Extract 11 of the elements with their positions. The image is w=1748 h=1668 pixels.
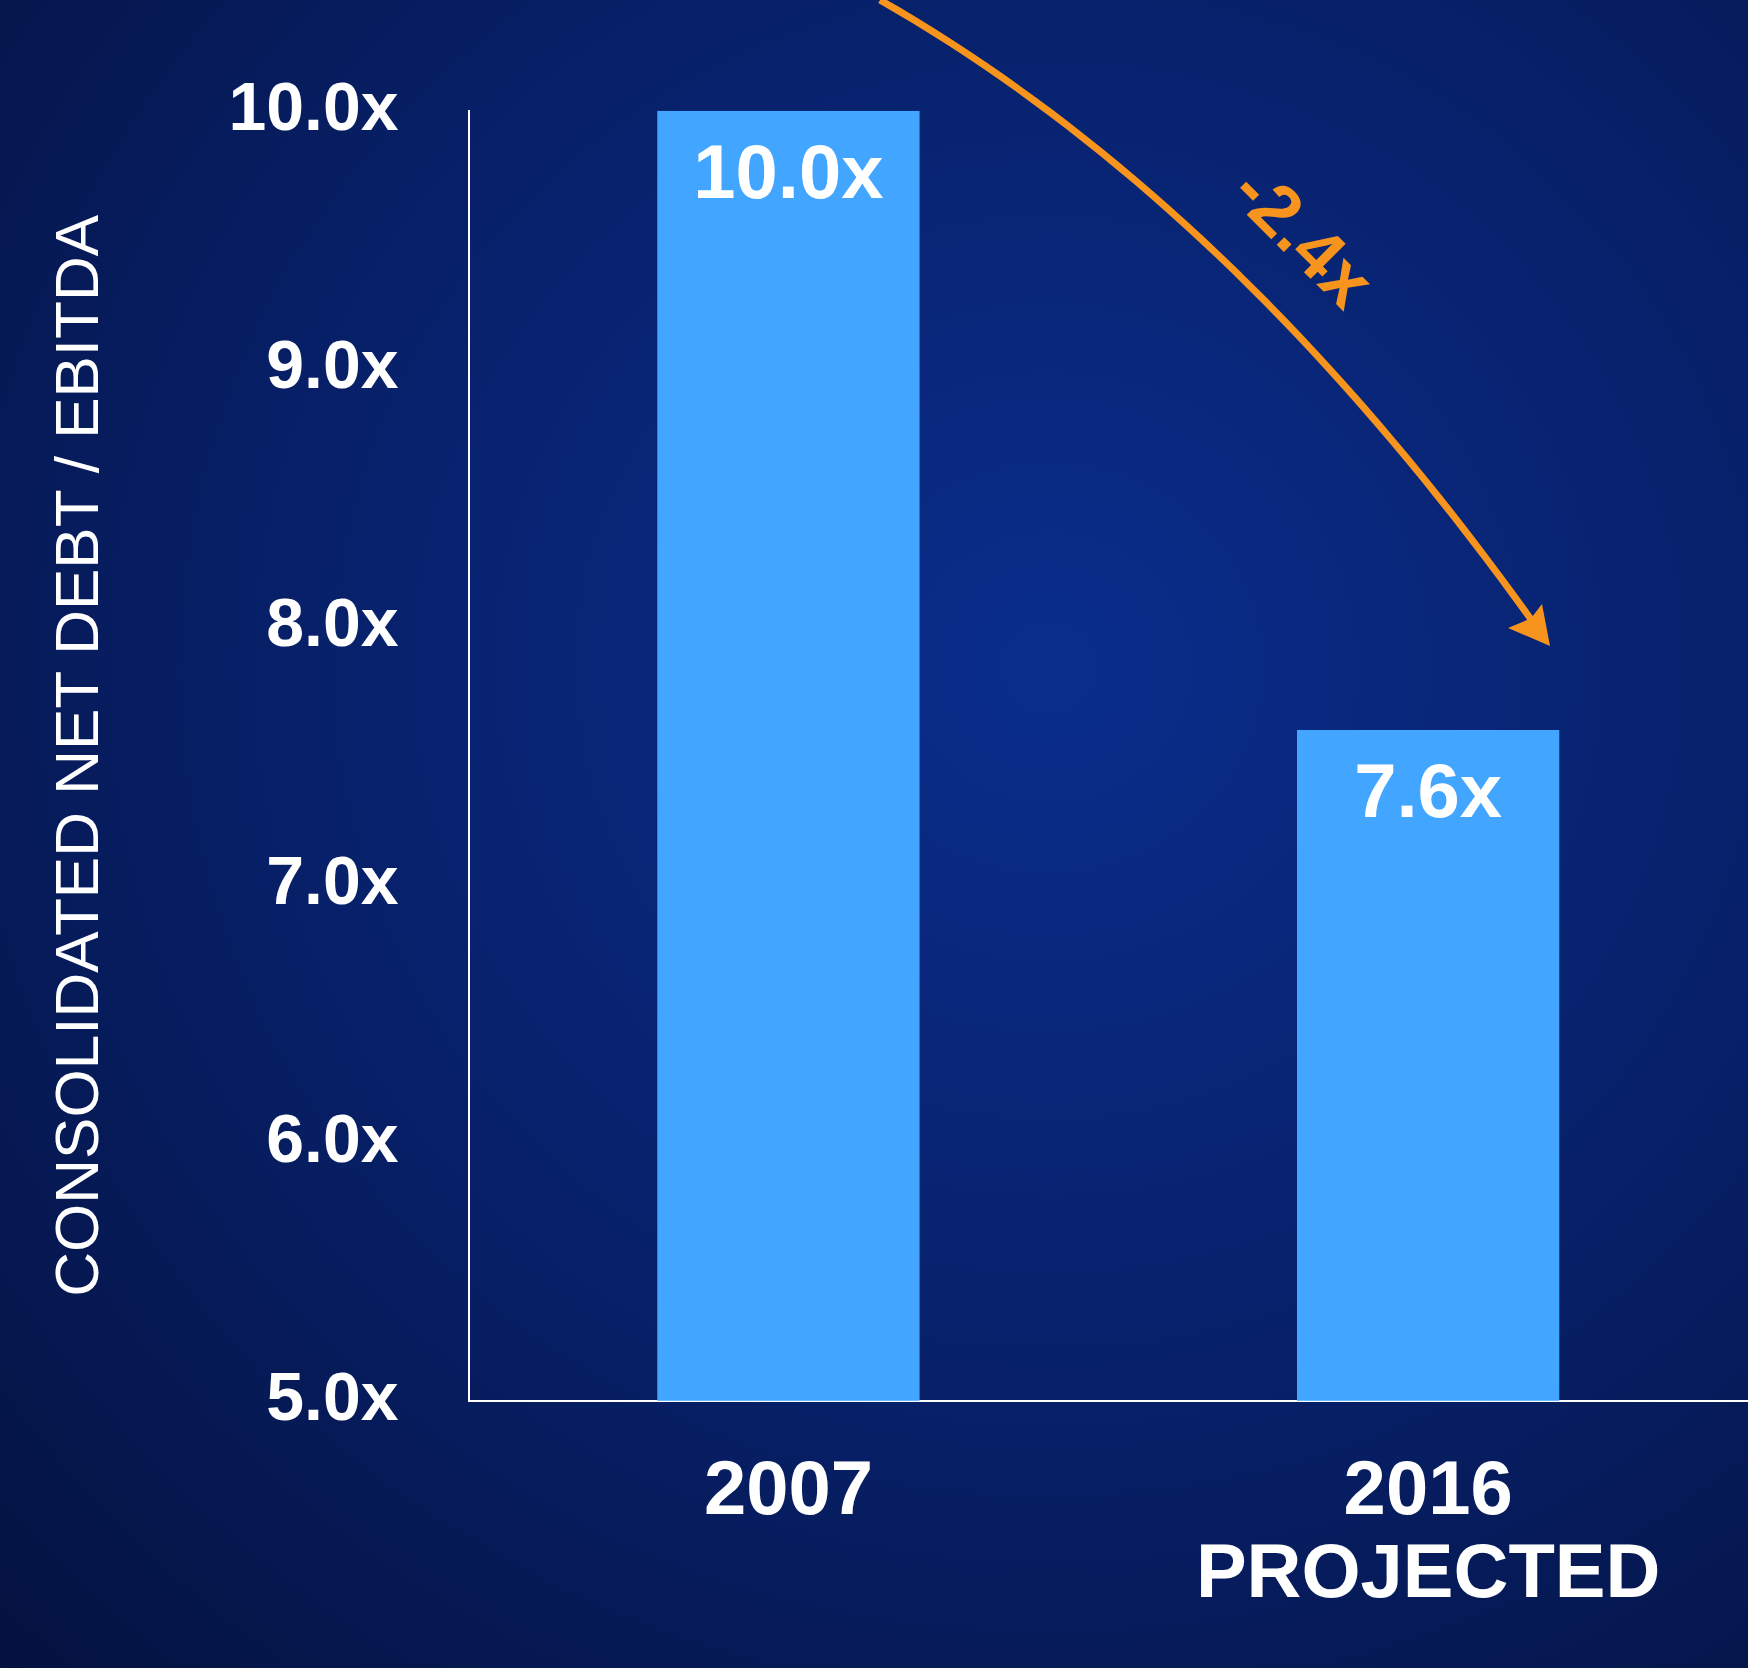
y-tick-label: 10.0x: [228, 67, 399, 144]
y-axis-title: CONSOLIDATED NET DEBT / EBITDA: [42, 214, 112, 1297]
y-tick-label: 5.0x: [266, 1357, 399, 1434]
data-label: 10.0x: [693, 128, 884, 214]
data-label: 7.6x: [1354, 747, 1503, 833]
y-tick-label: 6.0x: [266, 1099, 399, 1176]
x-tick-label: 2007: [703, 1444, 873, 1530]
y-tick-label: 9.0x: [266, 325, 399, 402]
y-tick-label: 7.0x: [266, 841, 399, 918]
y-tick-label: 8.0x: [266, 583, 399, 660]
x-tick-label: 2016 PROJECTED: [1195, 1444, 1661, 1614]
